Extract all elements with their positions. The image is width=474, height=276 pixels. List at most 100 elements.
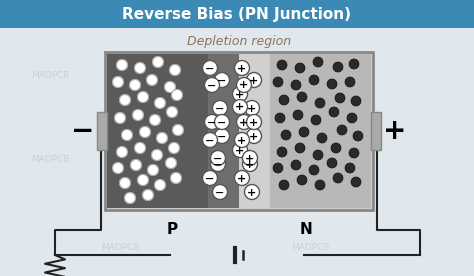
Circle shape	[152, 150, 163, 161]
Circle shape	[245, 100, 259, 115]
Circle shape	[153, 57, 164, 68]
Circle shape	[233, 142, 247, 158]
Text: −: −	[207, 118, 217, 128]
Bar	[371, 112, 381, 150]
Circle shape	[129, 79, 140, 91]
Text: +: +	[237, 174, 246, 184]
Circle shape	[112, 76, 124, 87]
Circle shape	[297, 175, 307, 185]
Circle shape	[333, 62, 343, 72]
Circle shape	[139, 126, 151, 137]
Circle shape	[171, 172, 182, 184]
Circle shape	[317, 133, 327, 143]
Circle shape	[153, 57, 164, 68]
Circle shape	[210, 156, 226, 171]
Bar	[97, 112, 107, 150]
Circle shape	[171, 172, 182, 184]
Circle shape	[309, 75, 319, 85]
Text: MADPCB: MADPCB	[31, 155, 69, 164]
Circle shape	[295, 143, 305, 153]
Circle shape	[327, 158, 337, 168]
Circle shape	[149, 115, 161, 126]
Text: +: +	[246, 160, 255, 169]
Circle shape	[212, 184, 228, 200]
Circle shape	[135, 142, 146, 153]
Bar	[105, 52, 373, 210]
Circle shape	[172, 89, 182, 100]
Circle shape	[164, 81, 175, 92]
Circle shape	[119, 94, 130, 105]
Circle shape	[311, 115, 321, 125]
Text: +: +	[247, 187, 256, 198]
Text: +: +	[236, 89, 245, 100]
Circle shape	[137, 92, 148, 102]
Circle shape	[115, 113, 126, 123]
Circle shape	[277, 60, 287, 70]
Circle shape	[212, 100, 228, 115]
Circle shape	[117, 147, 128, 158]
Circle shape	[133, 110, 144, 121]
Circle shape	[137, 92, 148, 102]
Circle shape	[273, 163, 283, 173]
Circle shape	[333, 173, 343, 183]
Text: −: −	[215, 104, 225, 113]
Circle shape	[112, 163, 124, 174]
Circle shape	[279, 95, 289, 105]
Text: −: −	[217, 131, 227, 142]
Circle shape	[129, 79, 140, 91]
Circle shape	[277, 147, 287, 157]
Circle shape	[115, 113, 126, 123]
Bar	[208, 54, 239, 208]
Text: MADPCB: MADPCB	[31, 70, 69, 79]
Circle shape	[215, 73, 229, 87]
Circle shape	[237, 78, 252, 92]
Circle shape	[235, 171, 249, 185]
Bar	[107, 54, 239, 208]
Text: +: +	[383, 117, 407, 145]
Circle shape	[313, 150, 323, 160]
Circle shape	[156, 132, 167, 144]
Text: −: −	[207, 81, 217, 91]
Text: −: −	[217, 76, 227, 86]
Circle shape	[119, 177, 130, 189]
Bar	[239, 54, 371, 208]
Circle shape	[165, 158, 176, 169]
Circle shape	[121, 129, 133, 140]
Text: Reverse Bias (PN Junction): Reverse Bias (PN Junction)	[122, 7, 352, 22]
Text: MADPCB: MADPCB	[321, 70, 359, 79]
Circle shape	[173, 124, 183, 136]
Circle shape	[137, 174, 148, 185]
Text: +: +	[249, 118, 259, 128]
Circle shape	[337, 125, 347, 135]
Circle shape	[170, 65, 181, 76]
Circle shape	[243, 150, 257, 166]
Circle shape	[345, 77, 355, 87]
Circle shape	[233, 100, 247, 115]
Circle shape	[204, 115, 219, 129]
Circle shape	[117, 147, 128, 158]
Circle shape	[155, 97, 165, 108]
Circle shape	[119, 177, 130, 189]
Circle shape	[146, 75, 157, 86]
Circle shape	[349, 59, 359, 69]
Circle shape	[349, 148, 359, 158]
Circle shape	[156, 132, 167, 144]
Circle shape	[293, 110, 303, 120]
Circle shape	[166, 107, 177, 118]
Circle shape	[215, 129, 229, 144]
Circle shape	[168, 142, 180, 153]
Text: −: −	[205, 174, 215, 184]
Text: +: +	[249, 131, 259, 142]
Circle shape	[327, 79, 337, 89]
Circle shape	[309, 165, 319, 175]
Circle shape	[165, 158, 176, 169]
Circle shape	[135, 62, 146, 73]
Circle shape	[275, 113, 285, 123]
Text: −: −	[213, 160, 223, 169]
Circle shape	[135, 142, 146, 153]
Circle shape	[281, 130, 291, 140]
Circle shape	[112, 163, 124, 174]
Circle shape	[246, 129, 262, 144]
Circle shape	[133, 110, 144, 121]
Circle shape	[117, 60, 128, 70]
